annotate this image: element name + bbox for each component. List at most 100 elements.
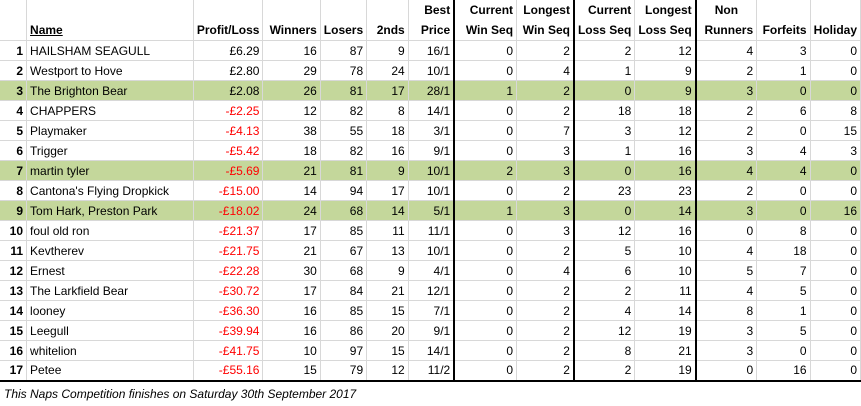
non-runners-cell: 5 bbox=[695, 260, 758, 281]
current-win-seq-cell: 0 bbox=[453, 240, 518, 261]
forfeits-cell: 0 bbox=[756, 180, 811, 201]
name-cell: Petee bbox=[26, 360, 194, 382]
seconds-header: 2nds bbox=[366, 0, 409, 41]
current-win-seq-cell: 0 bbox=[453, 40, 518, 61]
profit-loss-cell: £6.29 bbox=[193, 40, 264, 61]
name-cell: Playmaker bbox=[26, 120, 194, 141]
name-cell: Cantona's Flying Dropkick bbox=[26, 180, 194, 201]
current-loss-seq-cell: 0 bbox=[572, 200, 636, 221]
longest-win-seq-cell: 4 bbox=[516, 60, 575, 81]
holiday-cell: 0 bbox=[810, 180, 861, 201]
name-cell: Tom Hark, Preston Park bbox=[26, 200, 194, 221]
losers-header: Losers bbox=[320, 0, 368, 41]
best-price-cell: 10/1 bbox=[408, 60, 455, 81]
table-row: 13 The Larkfield Bear -£30.72 17 84 21 12/1 0 2 2… bbox=[0, 280, 861, 301]
name-cell: Ernest bbox=[26, 260, 194, 281]
name-cell: foul old ron bbox=[26, 220, 194, 241]
current-loss-seq-cell: 12 bbox=[572, 220, 636, 241]
table-row: 17 Petee -£55.16 15 79 12 11/2 0 2 2 19 0 16 0 bbox=[0, 360, 861, 382]
holiday-cell: 0 bbox=[810, 300, 861, 321]
losers-cell: 78 bbox=[320, 60, 368, 81]
longest-loss-seq-cell: 12 bbox=[634, 120, 697, 141]
name-cell: Kevtherev bbox=[26, 240, 194, 261]
longest-loss-seq-cell: 16 bbox=[634, 220, 697, 241]
longest-loss-seq-cell: 23 bbox=[634, 180, 697, 201]
non-runners-cell: 2 bbox=[695, 180, 758, 201]
longest-win-seq-cell: 2 bbox=[516, 280, 575, 301]
name-cell: Trigger bbox=[26, 140, 194, 161]
holiday-cell: 0 bbox=[810, 60, 861, 81]
current-win-seq-cell: 0 bbox=[453, 320, 518, 341]
holiday-cell: 8 bbox=[810, 100, 861, 121]
profit-loss-header: Profit/Loss bbox=[193, 0, 264, 41]
forfeits-cell: 4 bbox=[756, 160, 811, 181]
table-row: 14 looney -£36.30 16 85 15 7/1 0 2 4 14 8 1 0 bbox=[0, 300, 861, 321]
current-win-seq-header: Current Win Seq bbox=[453, 0, 518, 41]
current-loss-seq-cell: 23 bbox=[572, 180, 636, 201]
name-cell: Westport to Hove bbox=[26, 60, 194, 81]
name-cell: whitelion bbox=[26, 340, 194, 361]
best-price-cell: 11/2 bbox=[408, 360, 455, 382]
name-cell: The Larkfield Bear bbox=[26, 280, 194, 301]
non-runners-cell: 3 bbox=[695, 80, 758, 101]
seconds-cell: 13 bbox=[366, 240, 409, 261]
best-price-cell: 10/1 bbox=[408, 240, 455, 261]
table-row: 8 Cantona's Flying Dropkick -£15.00 14 94 17 1… bbox=[0, 180, 861, 201]
profit-loss-cell: -£41.75 bbox=[193, 340, 264, 361]
rank-cell: 7 bbox=[0, 160, 28, 181]
rank-cell: 11 bbox=[0, 240, 28, 261]
holiday-header: Holiday bbox=[810, 0, 861, 41]
current-win-seq-cell: 0 bbox=[453, 360, 518, 382]
best-price-cell: 7/1 bbox=[408, 300, 455, 321]
non-runners-cell: 2 bbox=[695, 120, 758, 141]
longest-win-seq-cell: 2 bbox=[516, 100, 575, 121]
holiday-cell: 15 bbox=[810, 120, 861, 141]
holiday-cell: 0 bbox=[810, 240, 861, 261]
name-cell: looney bbox=[26, 300, 194, 321]
holiday-cell: 3 bbox=[810, 140, 861, 161]
rank-cell: 13 bbox=[0, 280, 28, 301]
table-row: 1 HAILSHAM SEAGULL £6.29 16 87 9 16/1 0 2 2 12 4 3 0 bbox=[0, 40, 861, 61]
longest-win-seq-cell: 3 bbox=[516, 140, 575, 161]
seconds-cell: 16 bbox=[366, 140, 409, 161]
holiday-cell: 0 bbox=[810, 280, 861, 301]
longest-loss-seq-cell: 16 bbox=[634, 160, 697, 181]
longest-win-seq-cell: 2 bbox=[516, 360, 575, 382]
holiday-cell: 0 bbox=[810, 340, 861, 361]
non-runners-cell: 0 bbox=[695, 220, 758, 241]
non-runners-cell: 3 bbox=[695, 200, 758, 221]
forfeits-cell: 0 bbox=[756, 340, 811, 361]
seconds-cell: 11 bbox=[366, 220, 409, 241]
name-cell: martin tyler bbox=[26, 160, 194, 181]
longest-loss-seq-cell: 11 bbox=[634, 280, 697, 301]
longest-win-seq-cell: 2 bbox=[516, 320, 575, 341]
losers-cell: 97 bbox=[320, 340, 368, 361]
current-loss-seq-cell: 8 bbox=[572, 340, 636, 361]
best-price-cell: 14/1 bbox=[408, 100, 455, 121]
losers-cell: 68 bbox=[320, 260, 368, 281]
best-price-cell: 16/1 bbox=[408, 40, 455, 61]
table-row: 6 Trigger -£5.42 18 82 16 9/1 0 3 1 16 3 4 3 bbox=[0, 140, 861, 161]
current-loss-seq-header: Current Loss Seq bbox=[572, 0, 636, 41]
holiday-cell: 16 bbox=[810, 200, 861, 221]
table-row: 2 Westport to Hove £2.80 29 78 24 10/1 0 4 1 9 2 1 0 bbox=[0, 60, 861, 81]
current-win-seq-cell: 0 bbox=[453, 260, 518, 281]
losers-cell: 55 bbox=[320, 120, 368, 141]
winners-cell: 17 bbox=[262, 220, 321, 241]
current-loss-seq-cell: 18 bbox=[572, 100, 636, 121]
forfeits-cell: 8 bbox=[756, 220, 811, 241]
rank-cell: 9 bbox=[0, 200, 28, 221]
winners-cell: 14 bbox=[262, 180, 321, 201]
holiday-cell: 0 bbox=[810, 320, 861, 341]
winners-cell: 16 bbox=[262, 320, 321, 341]
longest-loss-seq-cell: 10 bbox=[634, 240, 697, 261]
losers-cell: 79 bbox=[320, 360, 368, 382]
current-loss-seq-cell: 1 bbox=[572, 140, 636, 161]
forfeits-cell: 0 bbox=[756, 80, 811, 101]
holiday-cell: 0 bbox=[810, 160, 861, 181]
name-cell: Leegull bbox=[26, 320, 194, 341]
table-row: 9 Tom Hark, Preston Park -£18.02 24 68 14 5/1 1… bbox=[0, 200, 861, 221]
current-loss-seq-cell: 2 bbox=[572, 360, 636, 382]
current-win-seq-cell: 2 bbox=[453, 160, 518, 181]
current-win-seq-cell: 0 bbox=[453, 220, 518, 241]
